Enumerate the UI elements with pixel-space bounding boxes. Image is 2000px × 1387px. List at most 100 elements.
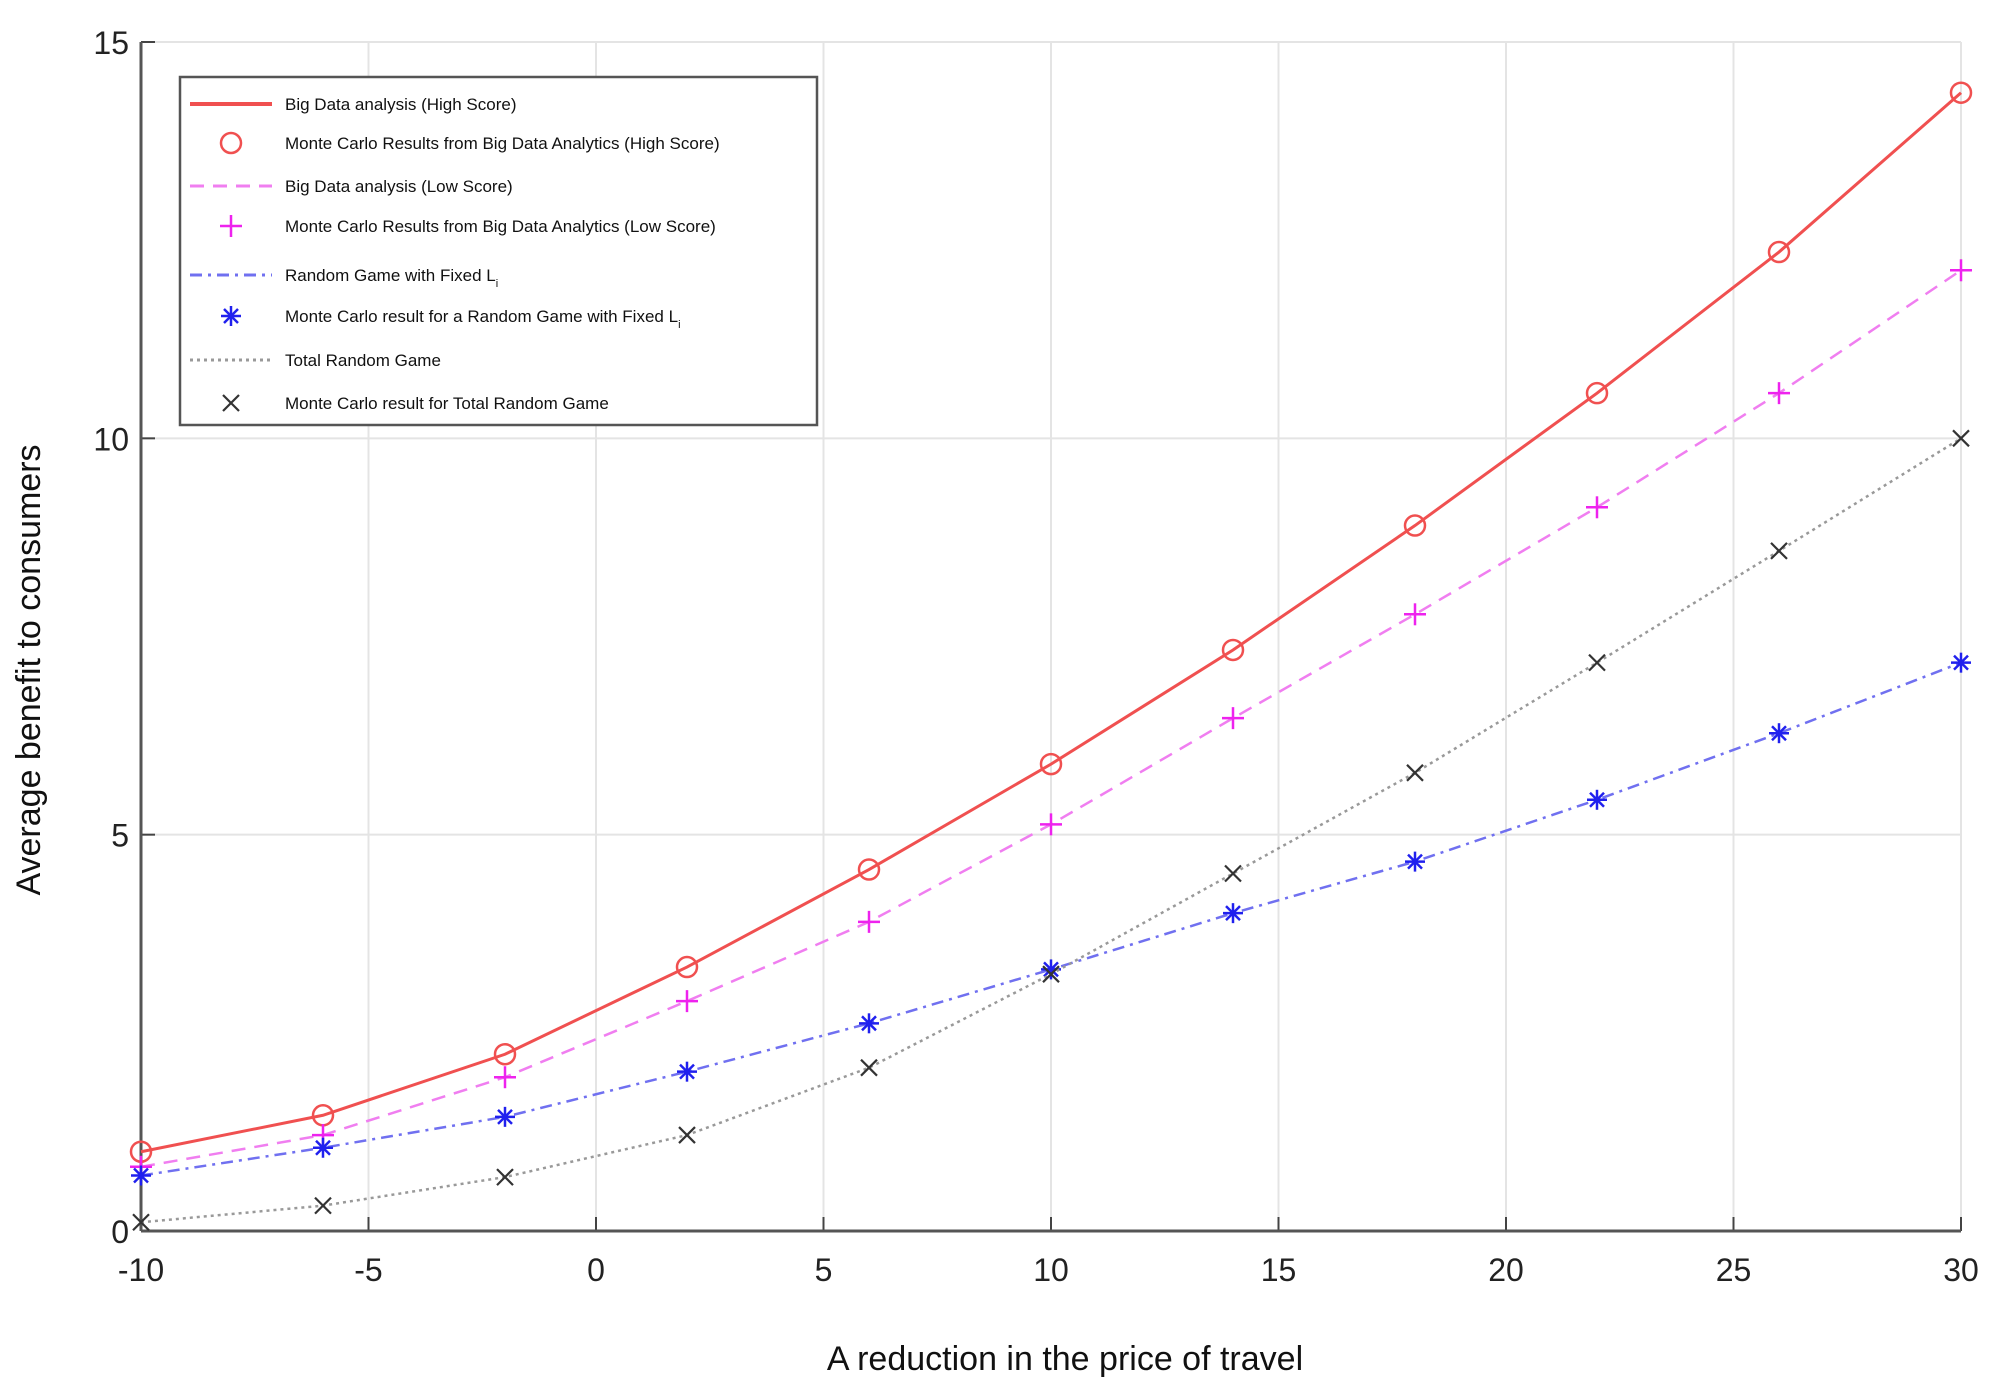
circle-marker <box>675 955 699 979</box>
data-point <box>1224 864 1242 883</box>
data-point <box>1042 965 1060 983</box>
y-tick-label: 0 <box>111 1214 129 1250</box>
y-tick-label: 10 <box>93 421 129 457</box>
y-tick-label: 5 <box>111 818 129 854</box>
star-marker <box>1771 725 1787 742</box>
x-marker <box>1042 965 1060 983</box>
x-tick-label: -10 <box>118 1252 164 1288</box>
x-marker <box>678 1126 696 1144</box>
series-layer <box>129 81 1973 1232</box>
x-axis-label: A reduction in the price of travel <box>827 1340 1303 1378</box>
data-point <box>1223 903 1243 924</box>
star-marker <box>1953 654 1969 671</box>
legend: Big Data analysis (High Score) Monte Carl… <box>178 75 819 427</box>
legend-label-3: Monte Carlo Results from Big Data Analyt… <box>285 217 716 236</box>
legend-marker-7 <box>222 394 240 412</box>
data-point <box>1405 851 1425 872</box>
x-tick-label: 10 <box>1033 1252 1069 1288</box>
data-point <box>1221 638 1245 662</box>
x-marker <box>132 1213 150 1232</box>
x-tick-label: 25 <box>1716 1252 1752 1288</box>
data-point <box>677 1061 697 1082</box>
circle-marker <box>857 858 881 881</box>
x-marker <box>496 1168 514 1186</box>
data-point <box>1949 81 1973 104</box>
data-point <box>860 1058 878 1077</box>
data-point <box>1770 542 1788 560</box>
x-marker <box>314 1196 332 1215</box>
star-marker <box>679 1063 695 1080</box>
data-point <box>858 910 880 933</box>
circle-marker <box>1585 381 1609 405</box>
circle-marker <box>1221 638 1245 662</box>
x-marker <box>1952 429 1970 448</box>
data-point <box>1403 514 1427 537</box>
legend-marker-1 <box>219 131 243 155</box>
data-point <box>1587 789 1607 810</box>
circle-marker <box>1767 240 1791 264</box>
y-tick-label: 15 <box>93 25 129 61</box>
legend-label-6: Total Random Game <box>285 351 441 370</box>
data-point <box>1768 382 1790 405</box>
legend-label-2: Big Data analysis (Low Score) <box>285 177 513 196</box>
star-marker <box>497 1108 513 1125</box>
data-point <box>496 1168 514 1186</box>
data-point <box>1585 381 1609 405</box>
data-point <box>1951 652 1971 673</box>
data-point <box>675 955 699 979</box>
data-point <box>314 1196 332 1215</box>
data-point <box>495 1106 515 1127</box>
star-marker <box>223 308 239 324</box>
data-point <box>1767 240 1791 264</box>
data-point <box>131 1165 151 1186</box>
x-tick-label: 5 <box>815 1252 833 1288</box>
data-point <box>313 1137 333 1158</box>
x-marker <box>222 394 240 412</box>
legend-label-7: Monte Carlo result for Total Random Game <box>285 394 609 413</box>
x-tick-label: -5 <box>354 1252 382 1288</box>
x-marker <box>1406 764 1424 782</box>
x-tick-label: 15 <box>1261 1252 1297 1288</box>
star-marker <box>1225 905 1241 922</box>
data-point <box>1952 429 1970 448</box>
circle-marker <box>1949 81 1973 104</box>
data-point <box>1406 764 1424 782</box>
circle-marker <box>493 1042 517 1066</box>
star-marker <box>1407 853 1423 870</box>
x-marker <box>1588 653 1606 672</box>
data-point <box>1404 603 1426 626</box>
data-point <box>132 1213 150 1232</box>
data-point <box>1950 259 1972 282</box>
series-line-0 <box>140 91 1962 1154</box>
axes: -10 -5 0 5 10 15 20 25 30 0 5 10 15 <box>93 25 1978 1288</box>
x-tick-label: 20 <box>1488 1252 1524 1288</box>
y-axis-label: Average benefit to consumers <box>10 444 48 895</box>
data-point <box>1040 813 1062 836</box>
x-marker <box>1770 542 1788 560</box>
x-marker <box>860 1058 878 1077</box>
x-tick-label: 0 <box>587 1252 605 1288</box>
data-point <box>494 1066 516 1089</box>
data-point <box>676 990 698 1013</box>
circle-marker <box>219 131 243 155</box>
data-point <box>1222 707 1244 730</box>
data-point <box>857 858 881 881</box>
star-marker <box>1589 791 1605 808</box>
star-marker <box>133 1167 149 1184</box>
star-marker <box>1043 961 1059 978</box>
legend-label-0: Big Data analysis (High Score) <box>285 95 516 114</box>
data-point <box>1586 496 1608 519</box>
data-point <box>493 1042 517 1066</box>
circle-marker <box>1403 514 1427 537</box>
data-point <box>859 1013 879 1034</box>
data-point <box>1588 653 1606 672</box>
star-marker <box>861 1015 877 1032</box>
series-line-4 <box>140 661 1962 1177</box>
legend-marker-5 <box>221 306 241 326</box>
x-marker <box>1224 864 1242 883</box>
star-marker <box>315 1139 331 1156</box>
data-point <box>678 1126 696 1144</box>
legend-box <box>178 75 819 427</box>
legend-label-1: Monte Carlo Results from Big Data Analyt… <box>285 134 720 153</box>
